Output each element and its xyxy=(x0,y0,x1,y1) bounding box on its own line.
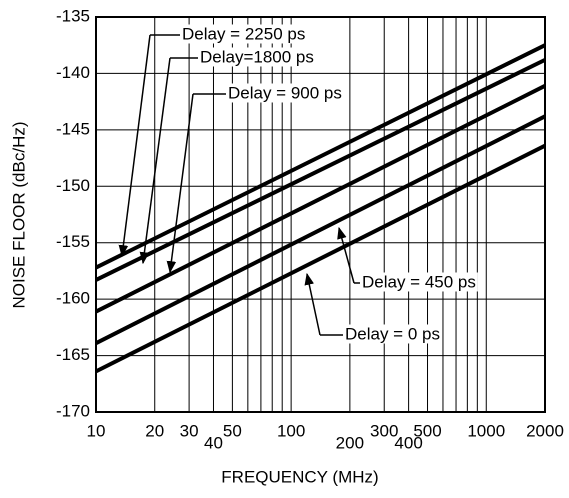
annotation-arrow xyxy=(337,226,355,284)
y-tick-label: -135 xyxy=(56,6,90,25)
plot-frame xyxy=(95,16,546,413)
x-tick-label: 30 xyxy=(180,421,199,440)
x-tick-label: 400 xyxy=(394,433,422,452)
annotation-arrow xyxy=(166,93,194,274)
series-line xyxy=(95,58,546,282)
series-line xyxy=(95,114,546,345)
x-tick-label: 40 xyxy=(204,433,223,452)
series-label: Delay = 450 ps xyxy=(362,272,476,291)
x-tick-label: 2000 xyxy=(526,421,564,440)
annotation-arrow xyxy=(118,34,151,258)
x-tick-label: 50 xyxy=(223,421,242,440)
annotation-arrow xyxy=(139,57,171,265)
series-label-bg xyxy=(226,83,344,103)
y-axis-label: NOISE FLOOR (dBc/Hz) xyxy=(9,121,28,308)
x-tick-label: 100 xyxy=(277,421,305,440)
x-tick-label: 300 xyxy=(370,421,398,440)
y-tick-label: -170 xyxy=(56,401,90,420)
series-label: Delay = 2250 ps xyxy=(182,24,305,43)
x-tick-label: 200 xyxy=(336,433,364,452)
series-label: Delay = 0 ps xyxy=(345,324,440,343)
y-tick-label: -140 xyxy=(56,63,90,82)
y-tick-label: -155 xyxy=(56,232,90,251)
x-tick-label: 500 xyxy=(413,421,441,440)
x-tick-label: 1000 xyxy=(467,421,505,440)
y-tick-label: -145 xyxy=(56,119,90,138)
series-label-bg xyxy=(198,47,316,67)
series-label: Delay = 900 ps xyxy=(228,83,342,102)
y-tick-label: -165 xyxy=(56,345,90,364)
x-tick-label: 10 xyxy=(87,421,106,440)
x-tick-label: 20 xyxy=(145,421,164,440)
series-label-bg xyxy=(360,272,478,292)
series-line xyxy=(95,43,546,270)
series-line xyxy=(95,84,546,314)
series-label-bg xyxy=(343,324,442,344)
x-axis-label: FREQUENCY (MHz) xyxy=(221,467,378,486)
y-tick-label: -150 xyxy=(56,176,90,195)
y-tick-label: -160 xyxy=(56,289,90,308)
series-label: Delay=1800 ps xyxy=(200,47,314,66)
series-label-bg xyxy=(180,24,308,44)
annotation-arrow xyxy=(304,272,321,336)
series-line xyxy=(95,143,546,374)
